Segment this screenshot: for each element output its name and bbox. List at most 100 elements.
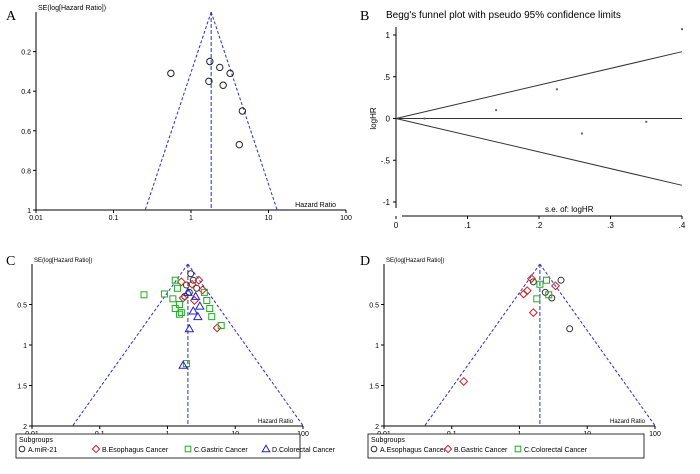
study-point bbox=[555, 88, 558, 91]
study-point bbox=[545, 291, 553, 299]
x-tick-label: 1 bbox=[189, 215, 193, 222]
y-tick-label: 0.8 bbox=[21, 168, 31, 175]
y-tick-label: 1 bbox=[23, 343, 27, 350]
study-point bbox=[495, 109, 498, 112]
panel-letter-b: B bbox=[360, 9, 369, 24]
y-tick-label: 0 bbox=[386, 115, 391, 124]
study-point bbox=[173, 284, 181, 292]
x-tick-label: .1 bbox=[464, 221, 471, 230]
study-point bbox=[580, 132, 583, 135]
study-point bbox=[175, 310, 183, 318]
study-point bbox=[217, 322, 225, 330]
legend-entry: A.miR-21 bbox=[28, 447, 57, 454]
x-tick-label: .4 bbox=[679, 221, 686, 230]
study-point bbox=[176, 277, 186, 287]
legend-title: Subgroups bbox=[371, 437, 405, 444]
y-tick-label: .5 bbox=[383, 73, 390, 82]
study-point bbox=[190, 291, 201, 300]
y-axis-title: SE(log[Hazard Ratio]) bbox=[38, 5, 106, 12]
legend-entry: D.Colorectal Cancer bbox=[272, 447, 336, 454]
legend-entry: A.Esophagus Cancer bbox=[380, 447, 447, 454]
study-point bbox=[226, 69, 234, 78]
study-point bbox=[536, 280, 544, 288]
study-point bbox=[192, 311, 203, 321]
study-point bbox=[212, 323, 222, 333]
y-tick-label: 1.5 bbox=[17, 384, 27, 391]
legend-marker bbox=[514, 445, 522, 453]
panel-b-title: Begg's funnel plot with pseudo 95% confi… bbox=[386, 10, 621, 21]
study-point bbox=[203, 296, 211, 304]
legend-entry: C.Gastric Cancer bbox=[194, 447, 248, 454]
legend-marker bbox=[443, 444, 453, 454]
study-point bbox=[235, 140, 244, 149]
panel-letter-a: A bbox=[6, 9, 17, 24]
y-tick-label: 0.5 bbox=[369, 303, 379, 310]
study-point bbox=[216, 63, 224, 72]
study-point bbox=[542, 276, 550, 284]
y-tick-label: 1 bbox=[27, 208, 31, 215]
panel-a-funnel-plot: 0.20.40.60.810.01 0.1 1 10 100SE(log[Hazard … bbox=[21, 5, 352, 222]
y-tick-label: 0.5 bbox=[17, 303, 27, 310]
study-point bbox=[206, 305, 214, 313]
study-point bbox=[533, 295, 541, 303]
study-point bbox=[566, 325, 574, 333]
study-point bbox=[238, 107, 247, 115]
study-point bbox=[184, 323, 195, 333]
study-point bbox=[188, 305, 199, 315]
study-point bbox=[175, 301, 183, 308]
study-point bbox=[423, 117, 426, 120]
x-tick-label: .3 bbox=[607, 221, 614, 230]
study-point bbox=[219, 81, 227, 89]
legend-marker bbox=[91, 444, 101, 454]
legend-entry: C.Colorectal Cancer bbox=[524, 447, 588, 454]
x-tick-label: 10 bbox=[265, 215, 273, 222]
lower-confidence-limit bbox=[395, 118, 683, 186]
study-point bbox=[459, 376, 469, 386]
funnel-left-limit bbox=[72, 263, 189, 427]
study-point bbox=[551, 281, 561, 291]
y-tick-label: 1.5 bbox=[369, 384, 379, 391]
study-point bbox=[189, 276, 197, 284]
study-point bbox=[528, 308, 538, 318]
y-tick-label: 1 bbox=[386, 31, 391, 40]
study-point bbox=[193, 284, 201, 292]
upper-confidence-limit bbox=[395, 51, 683, 119]
x-tick-label: 0.01 bbox=[29, 215, 43, 222]
study-point bbox=[160, 290, 168, 298]
study-point bbox=[171, 276, 179, 284]
x-axis-title: Hazard Ratio bbox=[610, 419, 646, 425]
panel-b-begg-funnel-plot: 1 .5 0 -.5 -1 0 .1 .2 .3 .4 logHR s.e. of: logHR bbox=[369, 27, 686, 230]
legend-entry: B.Gastric Cancer bbox=[454, 447, 508, 454]
legend-marker bbox=[184, 445, 192, 453]
panel-letter-c: C bbox=[6, 254, 15, 269]
x-tick-label: .2 bbox=[536, 221, 543, 230]
panel-letter-d: D bbox=[360, 254, 370, 269]
study-point bbox=[189, 295, 199, 305]
x-axis-title: Hazard Ratio bbox=[295, 202, 336, 209]
study-point bbox=[169, 295, 177, 303]
y-tick-label: 0.4 bbox=[21, 89, 31, 96]
funnel-left-limit bbox=[144, 11, 212, 211]
study-point bbox=[178, 293, 188, 303]
study-point bbox=[171, 305, 179, 313]
legend-marker bbox=[261, 444, 271, 453]
legend-marker bbox=[370, 445, 378, 453]
study-point bbox=[557, 276, 565, 284]
x-tick-label: 100 bbox=[649, 431, 661, 438]
study-point bbox=[681, 28, 683, 31]
study-point bbox=[198, 285, 208, 295]
study-point bbox=[205, 77, 213, 86]
y-tick-label: 1 bbox=[375, 343, 379, 350]
study-point bbox=[194, 275, 204, 285]
study-point bbox=[187, 279, 197, 289]
x-axis-title: s.e. of: logHR bbox=[545, 205, 594, 214]
y-tick-label: -1 bbox=[383, 198, 391, 207]
x-tick-label: 0.1 bbox=[109, 215, 119, 222]
study-point bbox=[194, 301, 205, 310]
y-tick-label: 0.2 bbox=[21, 50, 31, 57]
study-point bbox=[177, 309, 185, 317]
study-point bbox=[519, 289, 529, 299]
